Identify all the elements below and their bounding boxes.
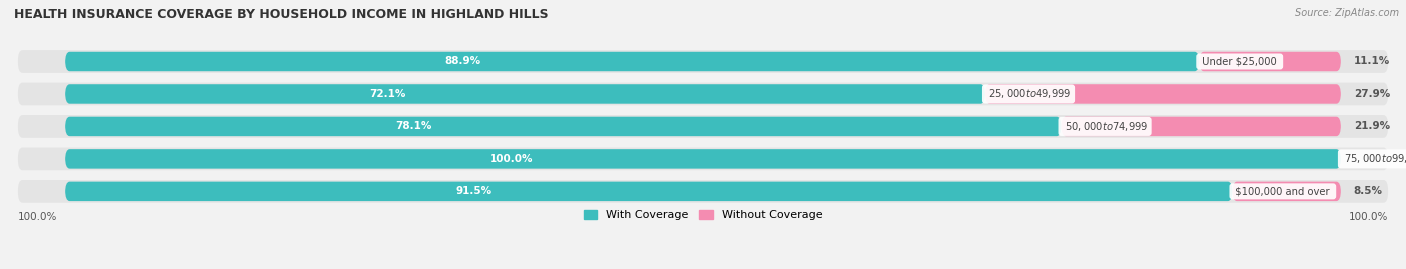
FancyBboxPatch shape (1199, 52, 1341, 71)
Text: 91.5%: 91.5% (456, 186, 492, 196)
Text: 100.0%: 100.0% (489, 154, 533, 164)
Legend: With Coverage, Without Coverage: With Coverage, Without Coverage (579, 205, 827, 224)
FancyBboxPatch shape (986, 84, 1341, 104)
Text: 88.9%: 88.9% (444, 56, 479, 66)
Text: $75,000 to $99,999: $75,000 to $99,999 (1341, 153, 1406, 165)
FancyBboxPatch shape (18, 147, 1388, 170)
FancyBboxPatch shape (1233, 182, 1341, 201)
FancyBboxPatch shape (65, 149, 1341, 169)
FancyBboxPatch shape (18, 115, 1388, 138)
Text: $50,000 to $74,999: $50,000 to $74,999 (1062, 120, 1149, 133)
Text: $25,000 to $49,999: $25,000 to $49,999 (986, 87, 1073, 100)
FancyBboxPatch shape (18, 83, 1388, 105)
FancyBboxPatch shape (18, 50, 1388, 73)
Text: Source: ZipAtlas.com: Source: ZipAtlas.com (1295, 8, 1399, 18)
Text: 100.0%: 100.0% (1348, 212, 1388, 222)
Text: Under $25,000: Under $25,000 (1199, 56, 1281, 66)
FancyBboxPatch shape (18, 180, 1388, 203)
Text: 100.0%: 100.0% (18, 212, 58, 222)
FancyBboxPatch shape (65, 182, 1233, 201)
Text: 78.1%: 78.1% (395, 121, 432, 132)
FancyBboxPatch shape (65, 84, 986, 104)
FancyBboxPatch shape (65, 117, 1062, 136)
Text: 8.5%: 8.5% (1354, 186, 1382, 196)
Text: 21.9%: 21.9% (1354, 121, 1389, 132)
Text: HEALTH INSURANCE COVERAGE BY HOUSEHOLD INCOME IN HIGHLAND HILLS: HEALTH INSURANCE COVERAGE BY HOUSEHOLD I… (14, 8, 548, 21)
Text: 72.1%: 72.1% (368, 89, 405, 99)
FancyBboxPatch shape (1062, 117, 1341, 136)
Text: 11.1%: 11.1% (1354, 56, 1391, 66)
Text: 27.9%: 27.9% (1354, 89, 1391, 99)
FancyBboxPatch shape (65, 52, 1199, 71)
Text: $100,000 and over: $100,000 and over (1233, 186, 1333, 196)
